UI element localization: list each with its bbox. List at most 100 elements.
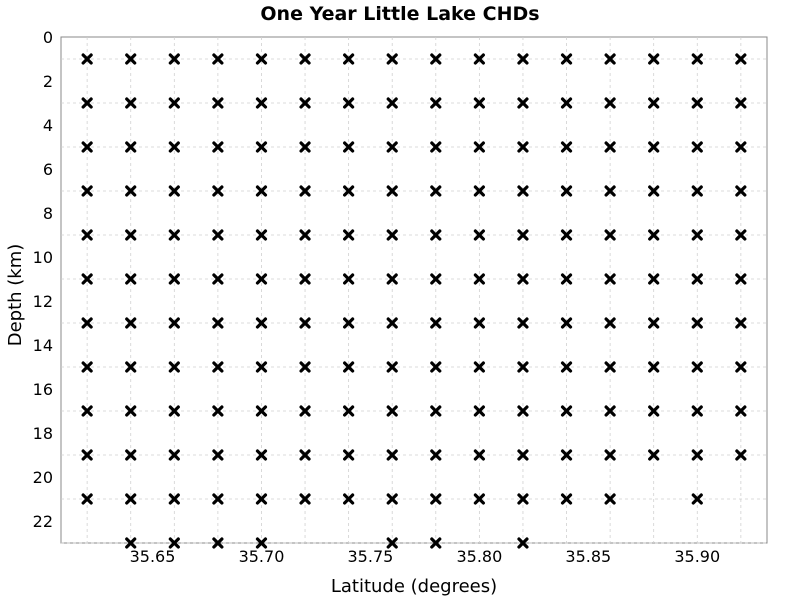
y-axis-label: Depth (km) [5,244,26,347]
data-point [386,185,398,197]
data-point [735,53,747,65]
data-point [212,229,224,241]
data-point [386,229,398,241]
data-point [517,449,529,461]
data-point [168,97,180,109]
data-point [735,97,747,109]
data-point [386,361,398,373]
data-point [648,317,660,329]
data-point [343,53,355,65]
data-point [473,141,485,153]
data-point [560,317,573,329]
data-point [299,493,311,505]
data-point [735,405,747,417]
y-tick-label: 22 [33,512,53,531]
y-tick-label: 4 [43,116,53,135]
data-point [343,229,355,241]
data-point [560,273,573,285]
data-point [255,53,268,65]
data-point [473,361,485,373]
data-point [299,449,311,461]
data-point [81,97,93,109]
y-tick-label: 18 [33,424,53,443]
y-tick-label: 2 [43,72,53,91]
data-point [299,317,311,329]
data-point [648,141,660,153]
data-point [81,229,93,241]
data-point [386,97,398,109]
data-point [125,53,137,65]
data-point [473,185,485,197]
data-point [299,229,311,241]
data-point [473,449,485,461]
data-point [299,53,311,65]
data-point [299,273,311,285]
data-point [125,141,137,153]
data-point [255,449,268,461]
data-point [648,361,660,373]
data-point [125,449,137,461]
data-point [691,229,703,241]
data-point [343,449,355,461]
data-point [560,229,573,241]
data-point [473,53,485,65]
data-point [648,273,660,285]
data-point [691,405,703,417]
data-point [386,537,398,549]
data-point [735,141,747,153]
data-point [168,493,180,505]
data-point [430,537,442,549]
x-axis-label: Latitude (degrees) [331,576,497,597]
data-point [648,449,660,461]
data-point [299,405,311,417]
data-point [604,449,616,461]
data-point [125,185,137,197]
data-point [517,53,529,65]
data-point [691,185,703,197]
data-point [255,141,268,153]
data-point [125,537,137,549]
data-point [604,53,616,65]
y-tick-label: 6 [43,160,53,179]
data-point [560,141,573,153]
data-point [430,97,442,109]
data-point [343,97,355,109]
data-point [343,185,355,197]
data-point [255,185,268,197]
data-point [212,97,224,109]
data-point [604,273,616,285]
data-point [212,273,224,285]
data-point [255,97,268,109]
data-point [430,53,442,65]
y-tick-label: 20 [33,468,53,487]
data-point [648,97,660,109]
data-point [386,317,398,329]
x-tick-label: 35.65 [130,547,176,566]
data-point [212,185,224,197]
data-point [517,229,529,241]
data-point [212,449,224,461]
data-point [168,449,180,461]
data-point [255,361,268,373]
data-point [386,141,398,153]
data-point [343,493,355,505]
data-point [343,141,355,153]
data-point [430,229,442,241]
data-point [430,141,442,153]
y-tick-label: 16 [33,380,53,399]
x-tick-label: 35.70 [239,547,285,566]
data-point [125,229,137,241]
data-point [517,405,529,417]
data-point [168,185,180,197]
data-point [604,317,616,329]
data-point [604,405,616,417]
y-axis-ticks: 0 2 4 6 8 10 12 14 16 18 20 22 [33,28,53,531]
data-point [430,493,442,505]
data-point [81,53,93,65]
data-point [212,405,224,417]
x-axis-ticks: 35.65 35.70 35.75 35.80 35.85 35.90 [130,547,721,566]
data-point [81,185,93,197]
data-point [386,493,398,505]
data-point [691,317,703,329]
